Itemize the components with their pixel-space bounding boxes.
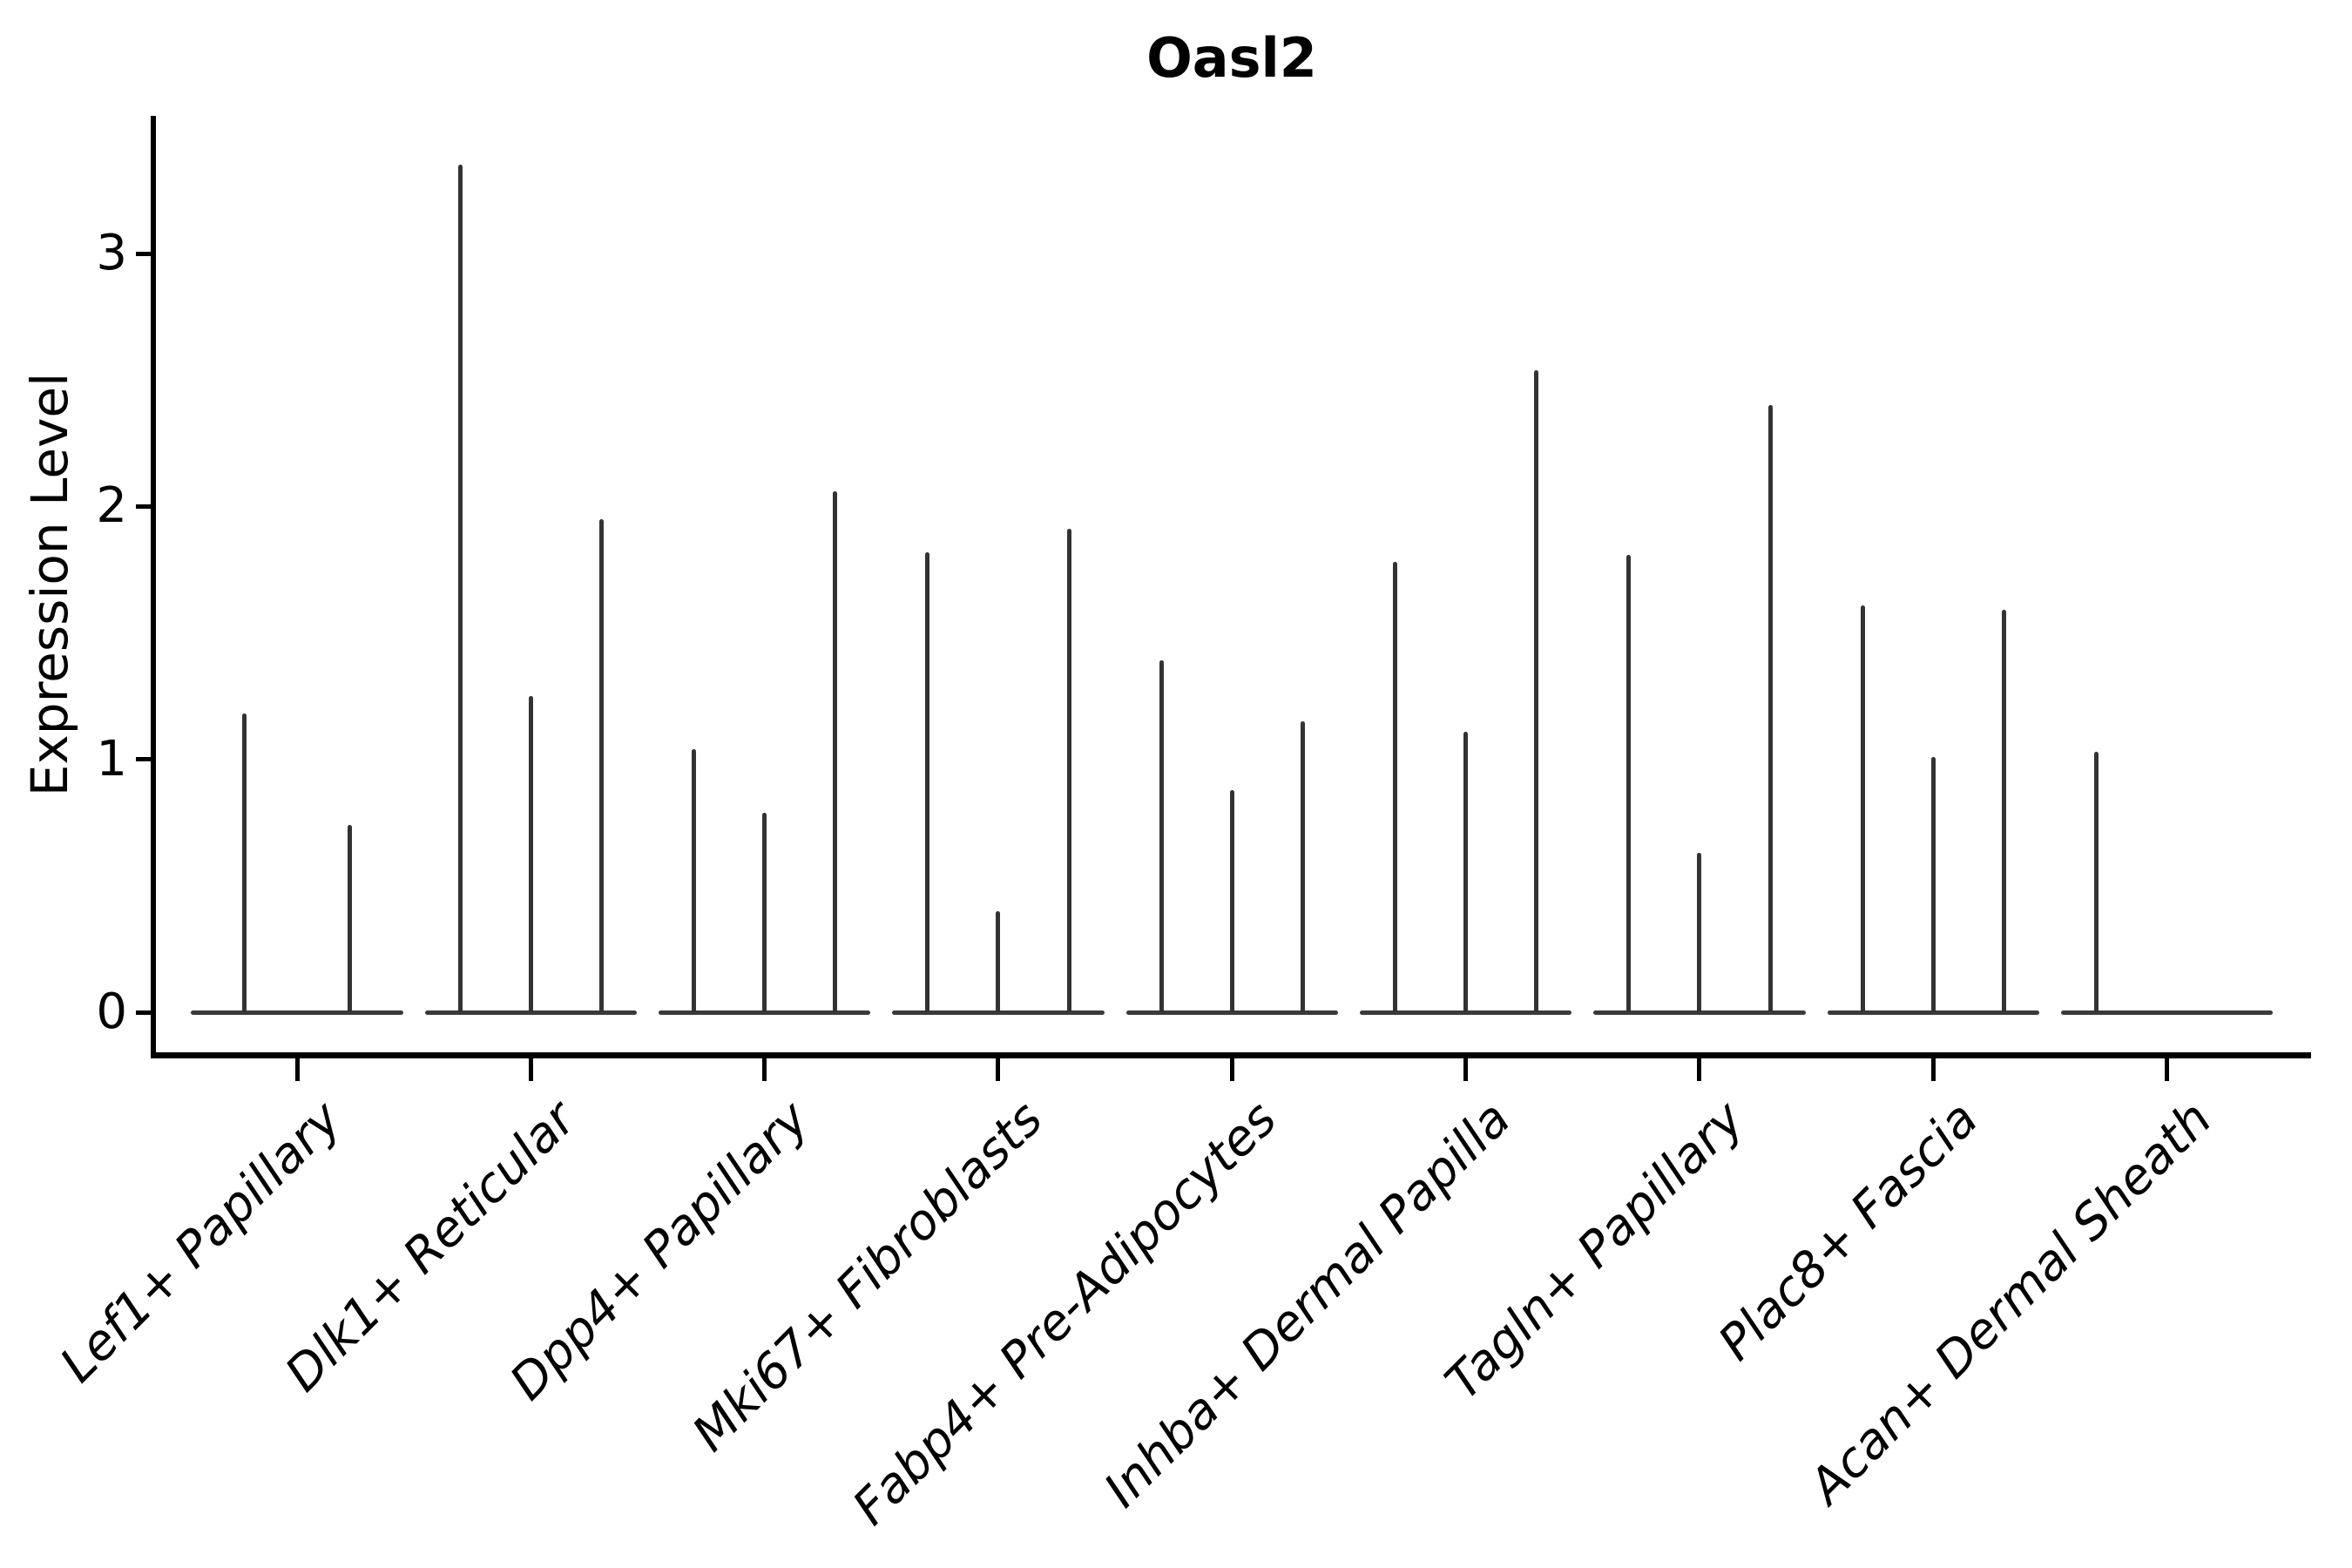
y-axis-label: Expression Level xyxy=(20,372,79,797)
violin-spike xyxy=(1159,660,1164,1012)
y-tick-mark xyxy=(136,504,155,509)
y-tick-mark xyxy=(136,757,155,762)
violin-baseline xyxy=(892,1010,1105,1015)
violin-spike xyxy=(1930,756,1936,1012)
violin-baseline xyxy=(2060,1010,2274,1015)
y-tick-mark xyxy=(136,251,155,256)
x-tick-mark xyxy=(1463,1058,1469,1081)
violin-spike xyxy=(2093,751,2099,1012)
violin-baseline xyxy=(1593,1010,1806,1015)
violin-spike xyxy=(833,490,838,1012)
violin-spike xyxy=(457,165,463,1012)
violin-baseline xyxy=(1359,1010,1572,1015)
violin-spike xyxy=(241,713,247,1012)
violin-baseline xyxy=(191,1010,403,1015)
y-tick-label: 2 xyxy=(96,477,127,535)
chart-title: Oasl2 xyxy=(1146,26,1317,90)
violin-spike xyxy=(1066,529,1071,1012)
x-tick-mark xyxy=(996,1058,1001,1081)
violin-baseline xyxy=(1125,1010,1339,1015)
violin-spike xyxy=(762,812,767,1012)
y-axis-spine xyxy=(151,116,156,1058)
violin-spike xyxy=(1860,605,1865,1012)
violin-spike xyxy=(348,825,353,1012)
x-tick-mark xyxy=(762,1058,767,1081)
violin-spike xyxy=(1626,554,1632,1012)
violin-spike xyxy=(2001,610,2006,1012)
y-tick-mark xyxy=(136,1010,155,1015)
violin-spike xyxy=(1697,853,1702,1012)
x-tick-mark xyxy=(528,1058,533,1081)
y-tick-label: 1 xyxy=(96,730,127,787)
violin-spike xyxy=(1534,369,1539,1012)
x-tick-mark xyxy=(2165,1058,2170,1081)
violin-baseline xyxy=(658,1010,871,1015)
y-tick-label: 3 xyxy=(96,225,127,281)
violin-baseline xyxy=(1827,1010,2040,1015)
x-tick-label: Fabp4+ Pre-Adipocytes xyxy=(841,1091,1288,1537)
x-tick-mark xyxy=(1697,1058,1702,1081)
x-tick-mark xyxy=(294,1058,300,1081)
violin-spike xyxy=(1463,731,1469,1012)
x-tick-mark xyxy=(1930,1058,1936,1081)
violin-baseline xyxy=(424,1010,638,1015)
violin-spike xyxy=(528,696,533,1012)
violin-spike xyxy=(1392,562,1397,1012)
violin-spike xyxy=(1229,789,1234,1012)
violin-spike xyxy=(598,518,604,1012)
violin-spike xyxy=(1767,405,1773,1012)
violin-spike xyxy=(691,749,696,1012)
y-tick-label: 0 xyxy=(96,983,127,1040)
x-tick-mark xyxy=(1229,1058,1234,1081)
violin-spike xyxy=(925,551,930,1012)
x-axis-spine xyxy=(151,1052,2311,1058)
x-tick-label: Acan+ Dermal Sheath xyxy=(1798,1091,2223,1515)
x-tick-label: Inhba+ Dermal Papilla xyxy=(1093,1091,1522,1519)
violin-spike xyxy=(996,910,1001,1012)
violin-spike xyxy=(1300,721,1305,1012)
